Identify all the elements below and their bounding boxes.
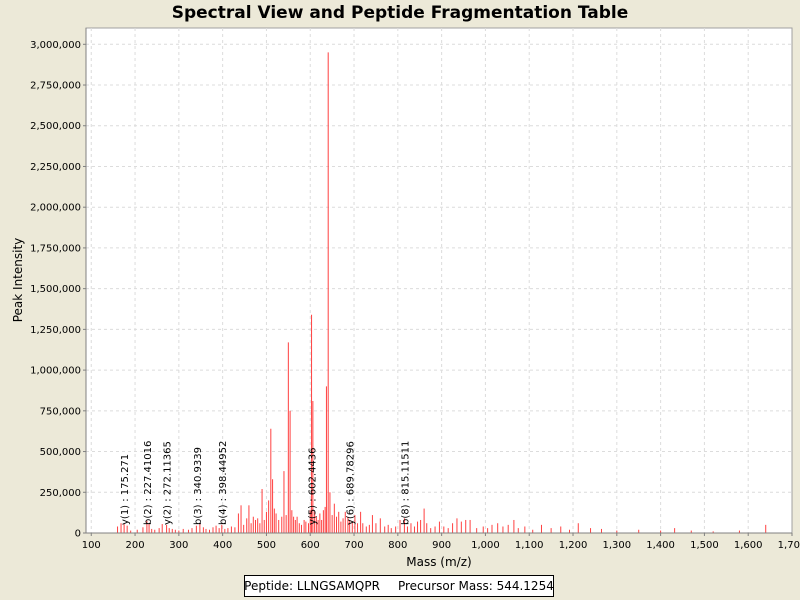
axes: 100 200 300 400 500 600 700 800 900 1,000 1,100 1,2… [30,28,800,551]
x-tick-label: 300 [169,540,188,551]
x-tick-label: 100 [82,540,101,551]
x-tick-label: 1,700 [778,540,800,551]
x-tick-label: 700 [344,540,363,551]
fragment-label: b(4) : 398.44952 [218,441,229,525]
y-tick-label: 500,000 [40,447,81,458]
y-tick-label: 2,250,000 [30,162,81,173]
y-tick-label: 2,500,000 [30,121,81,132]
x-tick-label: 800 [388,540,407,551]
x-tick-label: 900 [432,540,451,551]
x-tick-label: 1,400 [646,540,675,551]
precursor-mass-label: Precursor Mass: 544.1254 [397,579,554,593]
chart-title: Spectral View and Peptide Fragmentation … [171,3,629,23]
peak-series [117,52,767,533]
x-tick-label: 1,100 [515,540,544,551]
y-tick-label: 1,750,000 [30,243,81,254]
y-tick-label: 1,000,000 [30,366,81,377]
fragment-label: y(2) : 272.11365 [163,441,174,525]
fragment-label: b(2) : 227.41016 [143,441,154,525]
fragment-label: y(6) : 689.78296 [346,441,357,525]
x-axis-label: Mass (m/z) [406,555,471,569]
plot-area [85,27,793,534]
y-tick-label: 2,000,000 [30,203,81,214]
y-tick-label: 2,750,000 [30,81,81,92]
fragment-label: b(3) : 340.9339 [193,447,204,525]
y-tick-label: 0 [75,529,81,540]
x-tick-label: 1,600 [734,540,763,551]
fragment-label: y(1) : 175.271 [120,454,131,525]
x-tick-label: 600 [301,540,320,551]
x-tick-label: 200 [126,540,145,551]
grid-lines [86,28,792,533]
y-tick-label: 1,250,000 [30,325,81,336]
x-tick-label: 1,300 [602,540,631,551]
peptide-label: Peptide: LLNGSAMQPR [244,579,380,593]
y-axis-label: Peak Intensity [11,238,25,323]
x-tick-label: 1,200 [559,540,588,551]
legend-box: Peptide: LLNGSAMQPR Precursor Mass: 544.… [244,575,554,597]
y-tick-label: 250,000 [40,488,81,499]
fragment-label: y(5) : 602.4436 [307,447,318,525]
x-tick-label: 500 [257,540,276,551]
x-tick-label: 1,500 [690,540,719,551]
fragment-label: b(8) : 815.11511 [400,441,411,525]
y-tick-label: 1,500,000 [30,284,81,295]
fragment-annotations: y(1) : 175.271 b(2) : 227.41016 y(2) : 272… [120,441,411,525]
y-tick-label: 3,000,000 [30,40,81,51]
x-tick-label: 1,000 [471,540,500,551]
y-tick-label: 750,000 [40,406,81,417]
x-tick-label: 400 [213,540,232,551]
